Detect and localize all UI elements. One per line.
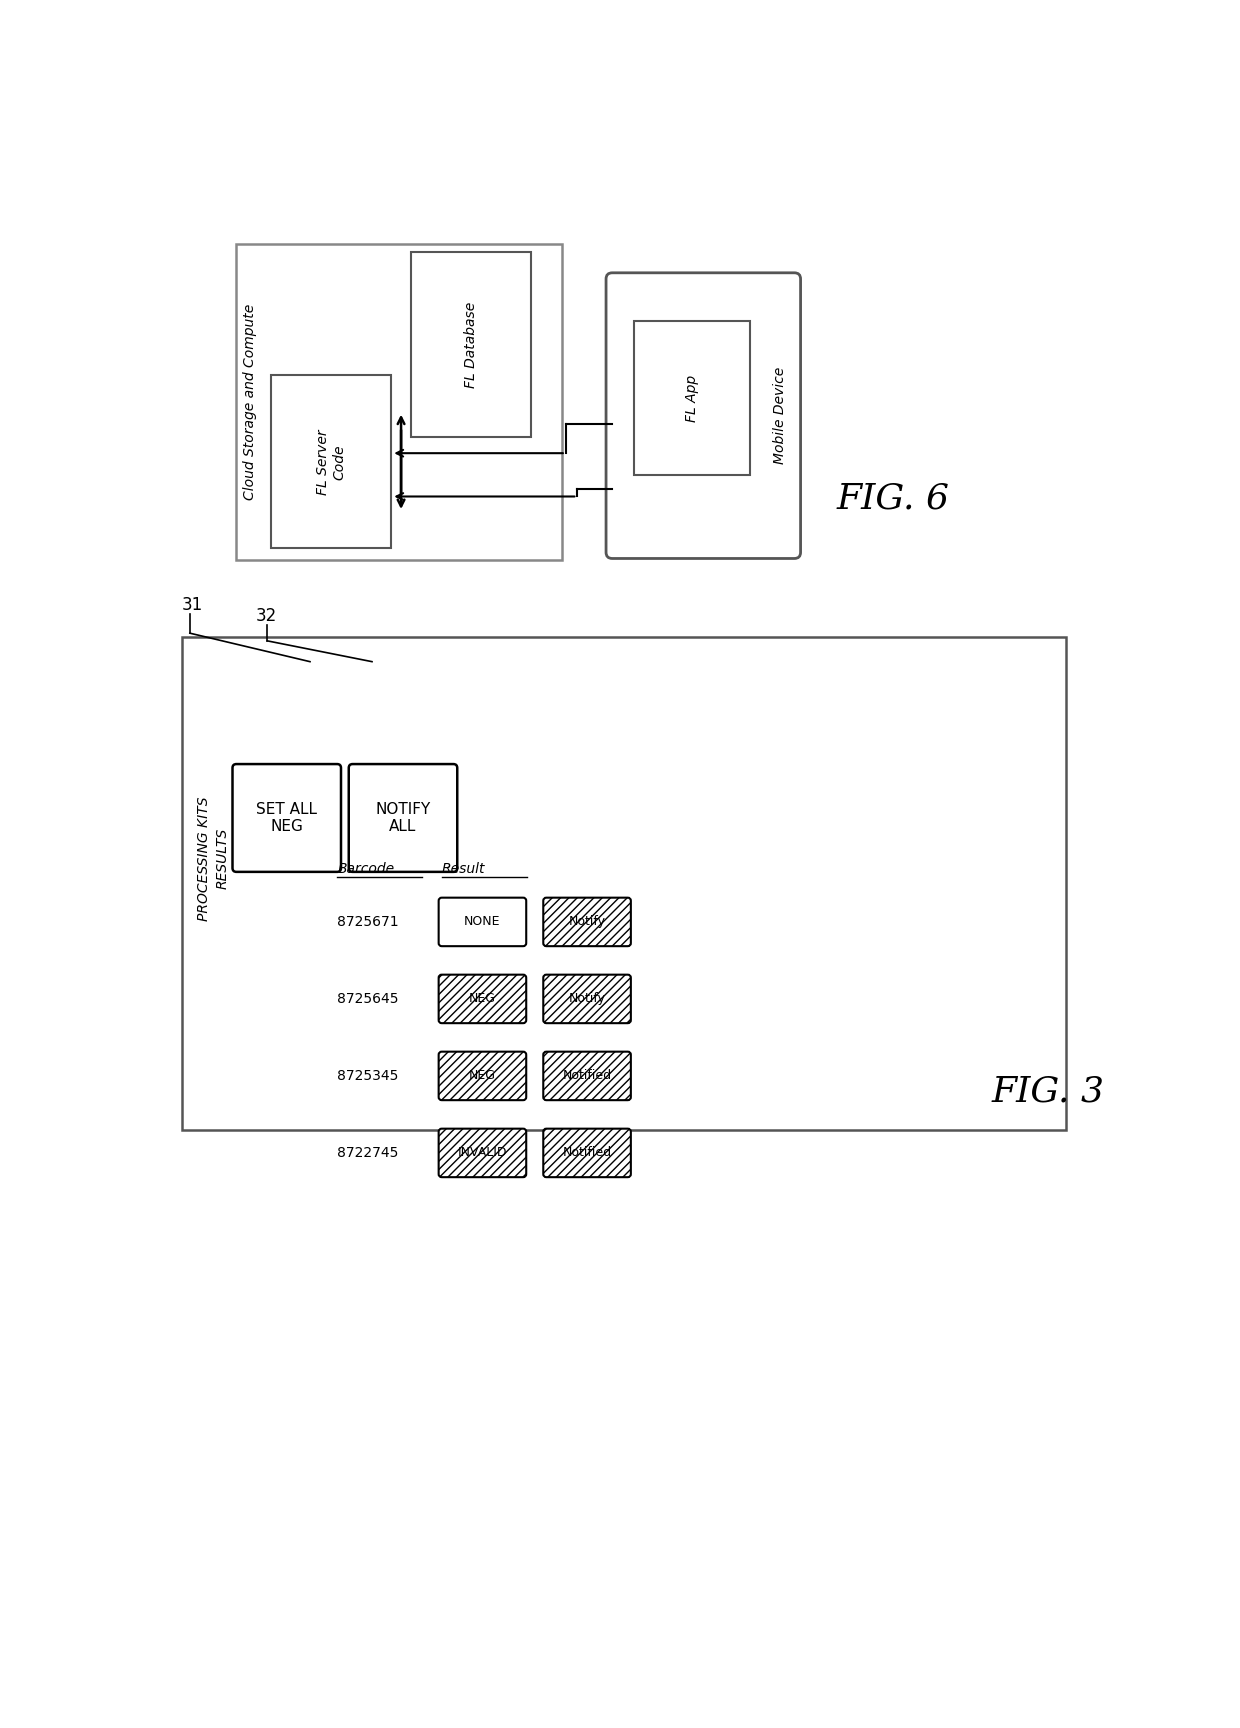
Text: FIG. 6: FIG. 6: [837, 482, 950, 515]
Text: Cloud Storage and Compute: Cloud Storage and Compute: [243, 304, 258, 501]
FancyBboxPatch shape: [182, 638, 1065, 1130]
FancyBboxPatch shape: [543, 975, 631, 1023]
Text: 8725671: 8725671: [337, 914, 399, 930]
Text: 31: 31: [182, 596, 203, 613]
FancyBboxPatch shape: [410, 252, 531, 437]
Text: NEG: NEG: [469, 1070, 496, 1082]
Text: 32: 32: [255, 608, 277, 626]
Text: PROCESSING KITS: PROCESSING KITS: [197, 797, 211, 921]
Text: SET ALL
NEG: SET ALL NEG: [257, 802, 317, 835]
Text: Notified: Notified: [563, 1070, 611, 1082]
Text: 8722745: 8722745: [337, 1146, 398, 1159]
Text: 8725345: 8725345: [337, 1070, 398, 1083]
Text: RESULTS: RESULTS: [216, 828, 229, 890]
Text: Notify: Notify: [569, 992, 605, 1006]
FancyBboxPatch shape: [439, 1052, 526, 1101]
FancyBboxPatch shape: [272, 375, 392, 548]
Text: INVALID: INVALID: [458, 1146, 507, 1159]
Text: 8725645: 8725645: [337, 992, 398, 1006]
Text: FL Database: FL Database: [464, 301, 477, 387]
Text: Notified: Notified: [563, 1146, 611, 1159]
FancyBboxPatch shape: [439, 975, 526, 1023]
Text: Notify: Notify: [569, 916, 605, 928]
Text: NEG: NEG: [469, 992, 496, 1006]
FancyBboxPatch shape: [543, 1052, 631, 1101]
Text: FL Server
Code: FL Server Code: [316, 429, 346, 494]
Text: NONE: NONE: [464, 916, 501, 928]
Text: Barcode: Barcode: [337, 862, 394, 876]
FancyBboxPatch shape: [348, 764, 458, 873]
FancyBboxPatch shape: [233, 764, 341, 873]
Text: NOTIFY
ALL: NOTIFY ALL: [376, 802, 430, 835]
FancyBboxPatch shape: [634, 321, 750, 475]
FancyBboxPatch shape: [543, 1128, 631, 1177]
Text: FIG. 3: FIG. 3: [992, 1075, 1105, 1108]
FancyBboxPatch shape: [439, 897, 526, 947]
Text: FL App: FL App: [684, 375, 699, 422]
Text: Mobile Device: Mobile Device: [774, 366, 787, 465]
FancyBboxPatch shape: [543, 897, 631, 947]
FancyBboxPatch shape: [439, 1128, 526, 1177]
Text: Result: Result: [441, 862, 485, 876]
FancyBboxPatch shape: [606, 273, 801, 558]
FancyBboxPatch shape: [237, 244, 562, 560]
